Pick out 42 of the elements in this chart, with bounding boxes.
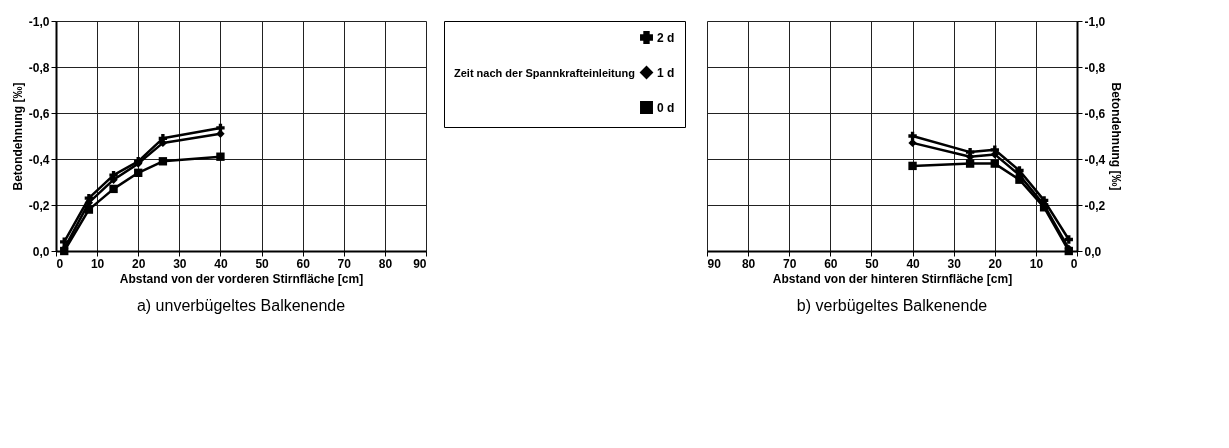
y-tick-label: 0,0 [1084, 244, 1102, 259]
text: a) unverbügeltes Balkenende [136, 297, 346, 314]
x-tick-label: 50 [255, 256, 270, 271]
x-tick-label: 60 [824, 256, 838, 271]
x-tick-label: 80 [378, 256, 393, 271]
y-tick-label: -0,8 [1084, 60, 1106, 75]
x-tick-label: 20 [132, 256, 146, 271]
x-tick-label: 10 [90, 256, 105, 271]
x-tick-label: 50 [865, 256, 879, 271]
legend-title: Zeit nach der Spannkrafteinleitung [454, 67, 635, 79]
y-tick-label: 0,0 [32, 244, 50, 259]
x-tick-label: 0 [1070, 256, 1078, 271]
legend-label: 0 d [657, 100, 675, 115]
y-tick-label: -1,0 [1084, 14, 1106, 29]
y-tick-label: -1,0 [28, 14, 50, 29]
y-tick-label: -0,4 [1084, 152, 1106, 167]
y-tick-label: -0,4 [28, 152, 50, 167]
x-tick-label: 90 [707, 256, 722, 271]
x-axis-title: Abstand von der hinteren Stirnfläche [cm] [772, 271, 1013, 286]
x-tick-label: 40 [214, 256, 228, 271]
x-tick-label: 30 [947, 256, 962, 271]
y-tick-label: -0,2 [1084, 198, 1106, 213]
y-tick-label: -0,8 [28, 60, 50, 75]
x-tick-label: 40 [906, 256, 921, 271]
x-tick-label: 60 [296, 256, 311, 271]
x-tick-label: 80 [741, 256, 756, 271]
y-tick-label: -0,2 [28, 198, 50, 213]
x-tick-label: 70 [783, 256, 797, 271]
y-axis-title: Betondehnung [‰] [10, 82, 25, 191]
y-axis-title: Betondehnung [‰] [1109, 82, 1124, 191]
x-tick-label: 30 [173, 256, 187, 271]
x-tick-label: 20 [988, 256, 1003, 271]
text: b) verbügeltes Balkenende [796, 297, 988, 314]
legend-label: 1 d [657, 65, 675, 80]
x-tick-label: 10 [1029, 256, 1044, 271]
x-tick-label: 90 [413, 256, 427, 271]
legend-label: 2 d [657, 30, 675, 45]
y-tick-label: -0,6 [1084, 106, 1106, 121]
x-axis-title: Abstand von der vorderen Stirnfläche [cm] [119, 271, 364, 286]
x-tick-label: 0 [56, 256, 64, 271]
x-tick-label: 70 [337, 256, 352, 271]
y-tick-label: -0,6 [28, 106, 50, 121]
